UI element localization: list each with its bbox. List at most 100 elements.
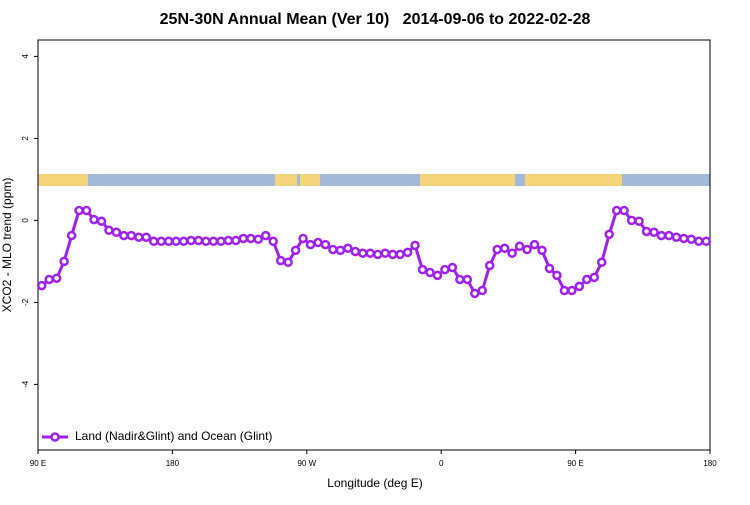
data-point <box>611 205 622 216</box>
data-point <box>372 249 383 260</box>
data-point <box>440 264 450 275</box>
data-point <box>365 248 376 258</box>
data-point <box>328 244 338 255</box>
x-tick-label: 90 E <box>567 459 583 468</box>
data-point <box>410 240 420 251</box>
data-point <box>604 229 614 240</box>
data-point <box>246 233 256 244</box>
data-point <box>664 230 674 241</box>
data-point <box>119 230 129 241</box>
data-point <box>694 236 704 247</box>
data-point <box>544 263 555 274</box>
data-point <box>44 274 54 285</box>
data-point <box>395 249 405 260</box>
data-point <box>596 257 607 267</box>
data-point <box>634 216 644 226</box>
data-point <box>238 233 249 244</box>
data-point <box>66 230 77 241</box>
plot-frame <box>37 39 711 451</box>
data-point <box>350 246 361 257</box>
data-point <box>656 230 667 241</box>
data-point <box>253 234 264 245</box>
data-point <box>462 274 473 285</box>
data-point <box>201 236 211 247</box>
data-point <box>156 236 166 247</box>
data-point <box>260 230 271 241</box>
data-point <box>552 270 562 281</box>
data-point <box>178 236 189 247</box>
data-point <box>492 244 502 255</box>
data-point <box>387 249 398 260</box>
x-tick-label: 180 <box>166 459 180 468</box>
data-point <box>126 230 137 241</box>
y-tick-label: 2 <box>21 136 30 141</box>
data-point <box>417 264 428 275</box>
chart-title: 25N-30N Annual Mean (Ver 10) 2014-09-06 … <box>160 11 591 28</box>
y-tick-label: 0 <box>21 218 30 223</box>
data-point <box>402 247 413 258</box>
x-tick-label: 90 E <box>30 459 46 468</box>
data-point <box>567 285 577 296</box>
y-tick-label: -2 <box>21 298 30 306</box>
data-point <box>507 248 517 258</box>
data-point <box>193 235 204 246</box>
data-point <box>649 227 659 238</box>
data-point <box>335 245 346 256</box>
data-point <box>231 235 241 246</box>
x-tick-label: 90 W <box>297 459 316 468</box>
data-point <box>358 248 368 258</box>
data-point <box>223 235 234 246</box>
data-point <box>514 241 525 251</box>
data-point <box>447 262 458 273</box>
data-point <box>432 270 443 281</box>
data-point <box>522 244 532 255</box>
data-point <box>529 239 540 250</box>
data-point <box>679 233 689 244</box>
data-point <box>537 245 547 256</box>
data-point <box>470 288 480 299</box>
data-point <box>380 248 390 258</box>
data-point <box>111 227 122 238</box>
data-point <box>574 281 585 292</box>
data-point <box>582 274 592 285</box>
data-point <box>104 225 114 235</box>
data-point <box>626 215 637 226</box>
data-point <box>134 232 144 242</box>
data-point <box>298 233 308 244</box>
data-point <box>216 236 226 247</box>
data-point <box>313 237 323 248</box>
data-point <box>343 243 353 254</box>
land-ocean-strip <box>38 174 710 186</box>
data-point <box>619 205 629 216</box>
data-point <box>305 239 316 250</box>
data-point <box>290 245 301 256</box>
data-point <box>36 280 47 291</box>
data-point <box>283 257 293 267</box>
data-point <box>74 205 84 216</box>
data-point <box>96 216 107 226</box>
data-point <box>559 285 570 296</box>
data-point <box>81 205 92 216</box>
data-point <box>171 236 181 247</box>
data-point <box>89 214 99 225</box>
data-point <box>589 272 600 283</box>
data-point <box>641 226 652 237</box>
data-point <box>148 236 159 247</box>
data-point <box>484 260 495 271</box>
data-point <box>141 232 152 242</box>
data-point <box>320 239 331 250</box>
data-point <box>51 273 62 283</box>
data-point <box>425 267 435 278</box>
data-point <box>671 232 682 242</box>
data-point <box>268 236 278 247</box>
data-point <box>275 255 286 266</box>
data-point <box>499 243 510 254</box>
y-tick-label: 4 <box>21 54 30 59</box>
y-axis-label: XCO2 - MLO trend (ppm) <box>0 178 14 313</box>
x-tick-label: 180 <box>703 459 717 468</box>
data-point <box>163 236 174 247</box>
data-point <box>59 256 69 267</box>
x-axis-label: Longitude (deg E) <box>327 476 422 490</box>
